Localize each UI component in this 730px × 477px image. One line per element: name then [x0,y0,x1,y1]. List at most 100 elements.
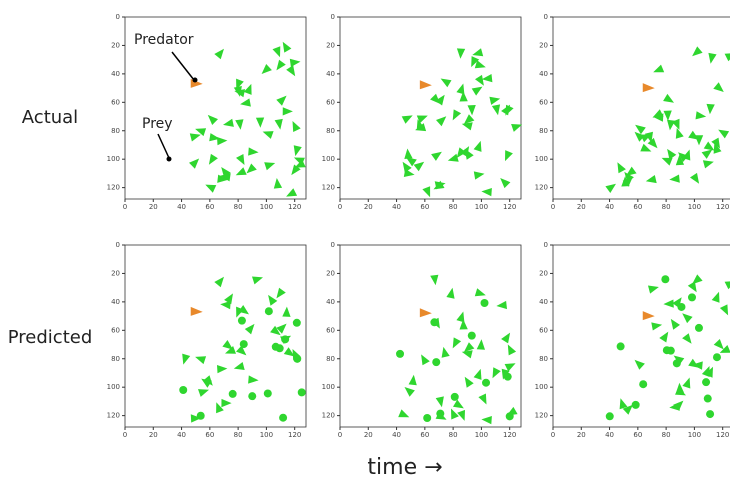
prey [476,339,485,350]
prey [651,322,663,331]
prey [648,285,659,294]
x-tick-label: 40 [605,431,614,439]
prey [667,148,677,160]
prey [431,317,440,329]
prey [217,137,228,146]
x-tick-label: 0 [551,431,555,439]
prey [234,89,246,98]
prey [464,376,474,388]
prey [507,344,517,356]
y-tick-label: 120 [322,412,335,420]
y-tick-label: 20 [539,269,548,277]
prey [221,167,231,178]
prey [492,367,501,379]
prey [619,398,628,410]
prey [703,394,712,403]
prey [688,293,697,302]
y-tick-label: 20 [326,269,335,277]
prey [616,342,625,351]
prey [291,164,301,176]
x-tick-label: 60 [420,431,429,439]
prey [605,183,616,193]
y-tick-label: 0 [116,241,120,249]
prey [252,276,263,285]
x-tick-label: 0 [123,203,127,211]
prey [659,331,669,343]
footer-label: time → [367,455,442,477]
prey [297,388,306,397]
y-tick-label: 100 [535,383,548,391]
prey [236,154,245,165]
y-tick-label: 0 [544,241,548,249]
x-tick-label: 40 [605,203,614,211]
prey [471,56,480,68]
row-label: Actual [22,107,78,128]
prey [504,363,516,372]
y-tick-label: 80 [111,127,120,135]
prey [282,41,292,53]
prey [402,161,412,173]
y-tick-label: 60 [326,98,335,106]
prey [506,406,518,416]
y-tick-label: 120 [107,184,120,192]
prey [279,413,288,422]
prey [702,160,714,169]
prey [653,64,665,73]
prey [496,300,507,310]
prey [688,130,699,140]
prey [703,141,715,151]
y-tick-label: 80 [326,127,335,135]
prey [456,48,466,59]
x-tick-label: 100 [475,431,488,439]
prey [457,409,465,421]
row-label: Predicted [8,327,93,348]
prey [692,46,703,57]
prey [190,414,202,423]
predator [642,83,655,93]
prey [281,335,290,344]
prey [473,171,485,180]
prey [205,184,217,193]
prey [663,299,674,308]
prey [238,305,249,315]
x-tick-label: 80 [234,431,243,439]
prey [511,124,523,132]
prey [413,161,425,172]
prey [505,150,513,162]
prey [472,48,484,57]
prey [264,307,273,316]
x-tick-label: 120 [288,431,301,439]
prey [711,137,720,149]
prey [474,60,486,69]
prey [669,174,680,183]
y-tick-label: 40 [111,298,120,306]
prey [701,149,713,159]
panels: 0 20 40 60 80 100 120 0 20 40 60 80 100 120 0 20 40 60 80 1… [107,13,730,439]
arrow-head [192,77,198,83]
prey [718,129,730,139]
y-tick-label: 120 [535,412,548,420]
prey [220,173,231,182]
prey [274,118,283,130]
prey [675,387,686,396]
prey [216,402,224,414]
predator [419,80,432,90]
prey [692,274,703,285]
prey [459,319,468,330]
prey [396,349,405,358]
x-tick-label: 20 [149,203,158,211]
prey [416,119,425,131]
prey [645,175,657,184]
y-tick-label: 20 [111,269,120,277]
x-tick-label: 40 [177,431,186,439]
prey [292,121,301,132]
prey [450,392,459,401]
prey [661,275,670,284]
prey [712,353,721,362]
x-tick-label: 60 [633,203,642,211]
x-tick-label: 60 [420,203,429,211]
prey [263,389,272,398]
y-tick-label: 0 [116,13,120,21]
arrow [171,51,195,81]
arrow [157,133,170,159]
